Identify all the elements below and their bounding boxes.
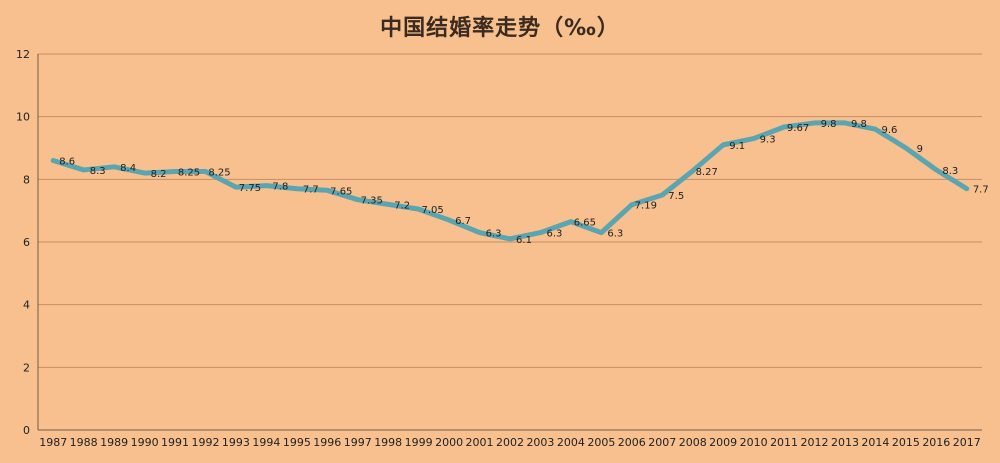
x-tick-label: 2016 <box>922 436 950 449</box>
data-label: 7.7 <box>973 185 989 196</box>
x-tick-label: 2012 <box>801 436 829 449</box>
x-tick-label: 2006 <box>618 436 646 449</box>
x-tick-label: 2008 <box>679 436 707 449</box>
data-label: 9 <box>917 144 923 155</box>
data-label: 8.3 <box>942 166 958 177</box>
x-tick-label: 1994 <box>252 436 280 449</box>
data-label: 8.25 <box>178 168 200 179</box>
data-label: 9.1 <box>729 141 745 152</box>
x-tick-label: 1997 <box>344 436 372 449</box>
x-tick-label: 2005 <box>587 436 615 449</box>
x-tick-label: 2010 <box>740 436 768 449</box>
y-tick-label: 10 <box>16 111 30 124</box>
x-tick-label: 1995 <box>283 436 311 449</box>
data-label: 9.67 <box>787 123 809 134</box>
x-tick-label: 1990 <box>131 436 159 449</box>
data-label: 9.8 <box>851 119 867 130</box>
data-label: 9.8 <box>821 119 837 130</box>
x-tick-label: 2011 <box>770 436 798 449</box>
y-tick-label: 6 <box>23 236 30 249</box>
x-tick-label: 1996 <box>313 436 341 449</box>
data-label: 6.7 <box>455 216 471 227</box>
series-line <box>50 120 970 242</box>
data-label: 8.2 <box>151 169 167 180</box>
x-tick-label: 2017 <box>953 436 981 449</box>
data-label: 7.7 <box>303 185 319 196</box>
y-tick-label: 4 <box>23 299 30 312</box>
x-tick-label: 2007 <box>648 436 676 449</box>
x-tick-label: 1992 <box>191 436 219 449</box>
data-label: 7.35 <box>361 196 383 207</box>
x-tick-label: 2004 <box>557 436 585 449</box>
x-tick-label: 1989 <box>100 436 128 449</box>
x-tick-label: 2003 <box>526 436 554 449</box>
data-label: 8.6 <box>59 157 75 168</box>
data-label: 7.75 <box>239 183 261 194</box>
data-label: 8.3 <box>90 166 106 177</box>
y-tick-label: 2 <box>23 361 30 374</box>
y-tick-label: 8 <box>23 173 30 186</box>
data-label: 6.1 <box>516 235 532 246</box>
x-tick-label: 1993 <box>222 436 250 449</box>
data-label: 6.3 <box>486 229 502 240</box>
data-label: 9.3 <box>760 135 776 146</box>
data-label: 7.05 <box>422 205 444 216</box>
data-label: 7.65 <box>330 186 352 197</box>
x-tick-label: 2014 <box>861 436 889 449</box>
chart-title: 中国结婚率走势（‰） <box>380 16 620 41</box>
y-tick-label: 0 <box>23 424 30 437</box>
data-label: 7.2 <box>394 200 410 211</box>
data-label: 7.19 <box>635 201 657 212</box>
x-tick-label: 2000 <box>435 436 463 449</box>
x-tick-label: 1987 <box>39 436 67 449</box>
data-label: 6.3 <box>607 229 623 240</box>
data-label: 8.4 <box>120 163 136 174</box>
x-tick-label: 2002 <box>496 436 524 449</box>
x-tick-label: 2015 <box>892 436 920 449</box>
x-tick-label: 1998 <box>374 436 402 449</box>
data-label: 7.5 <box>668 191 684 202</box>
x-tick-label: 2001 <box>466 436 494 449</box>
x-tick-label: 1999 <box>405 436 433 449</box>
data-label: 6.65 <box>574 218 596 229</box>
data-label: 6.3 <box>546 229 562 240</box>
data-label: 8.27 <box>696 167 718 178</box>
x-tick-label: 1991 <box>161 436 189 449</box>
x-tick-label: 2009 <box>709 436 737 449</box>
data-label: 8.25 <box>208 168 230 179</box>
data-label: 9.6 <box>881 125 897 136</box>
data-label: 7.8 <box>272 182 288 193</box>
y-tick-label: 12 <box>16 48 30 61</box>
x-tick-label: 1988 <box>70 436 98 449</box>
x-tick-label: 2013 <box>831 436 859 449</box>
